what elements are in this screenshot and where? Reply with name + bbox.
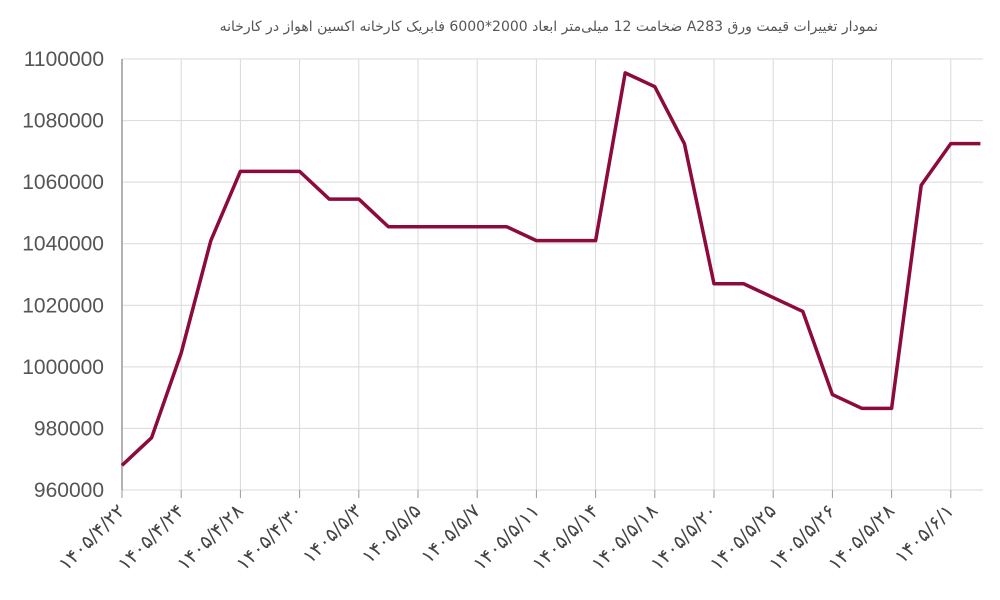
x-tick-label: ۱۴۰۵/۶/۱	[890, 500, 958, 568]
line-series	[120, 71, 981, 467]
x-tick-label: ۱۴۰۵/۵/۵	[358, 500, 426, 568]
y-tick-label: 1020000	[22, 294, 104, 317]
y-tick-label: 960000	[34, 479, 104, 502]
y-tick-label: 1040000	[22, 233, 104, 256]
y-tick-label: 1100000	[24, 48, 104, 71]
chart-title: نمودار تغییرات قیمت ورق A283 ضخامت 12 می…	[220, 19, 878, 35]
y-tick-label: 1000000	[22, 356, 104, 379]
y-tick-label: 1080000	[22, 110, 104, 133]
y-tick-label: 1060000	[22, 171, 104, 194]
y-tick-label: 980000	[34, 417, 104, 440]
x-tick-label: ۱۴۰۵/۵/۳	[298, 500, 366, 568]
